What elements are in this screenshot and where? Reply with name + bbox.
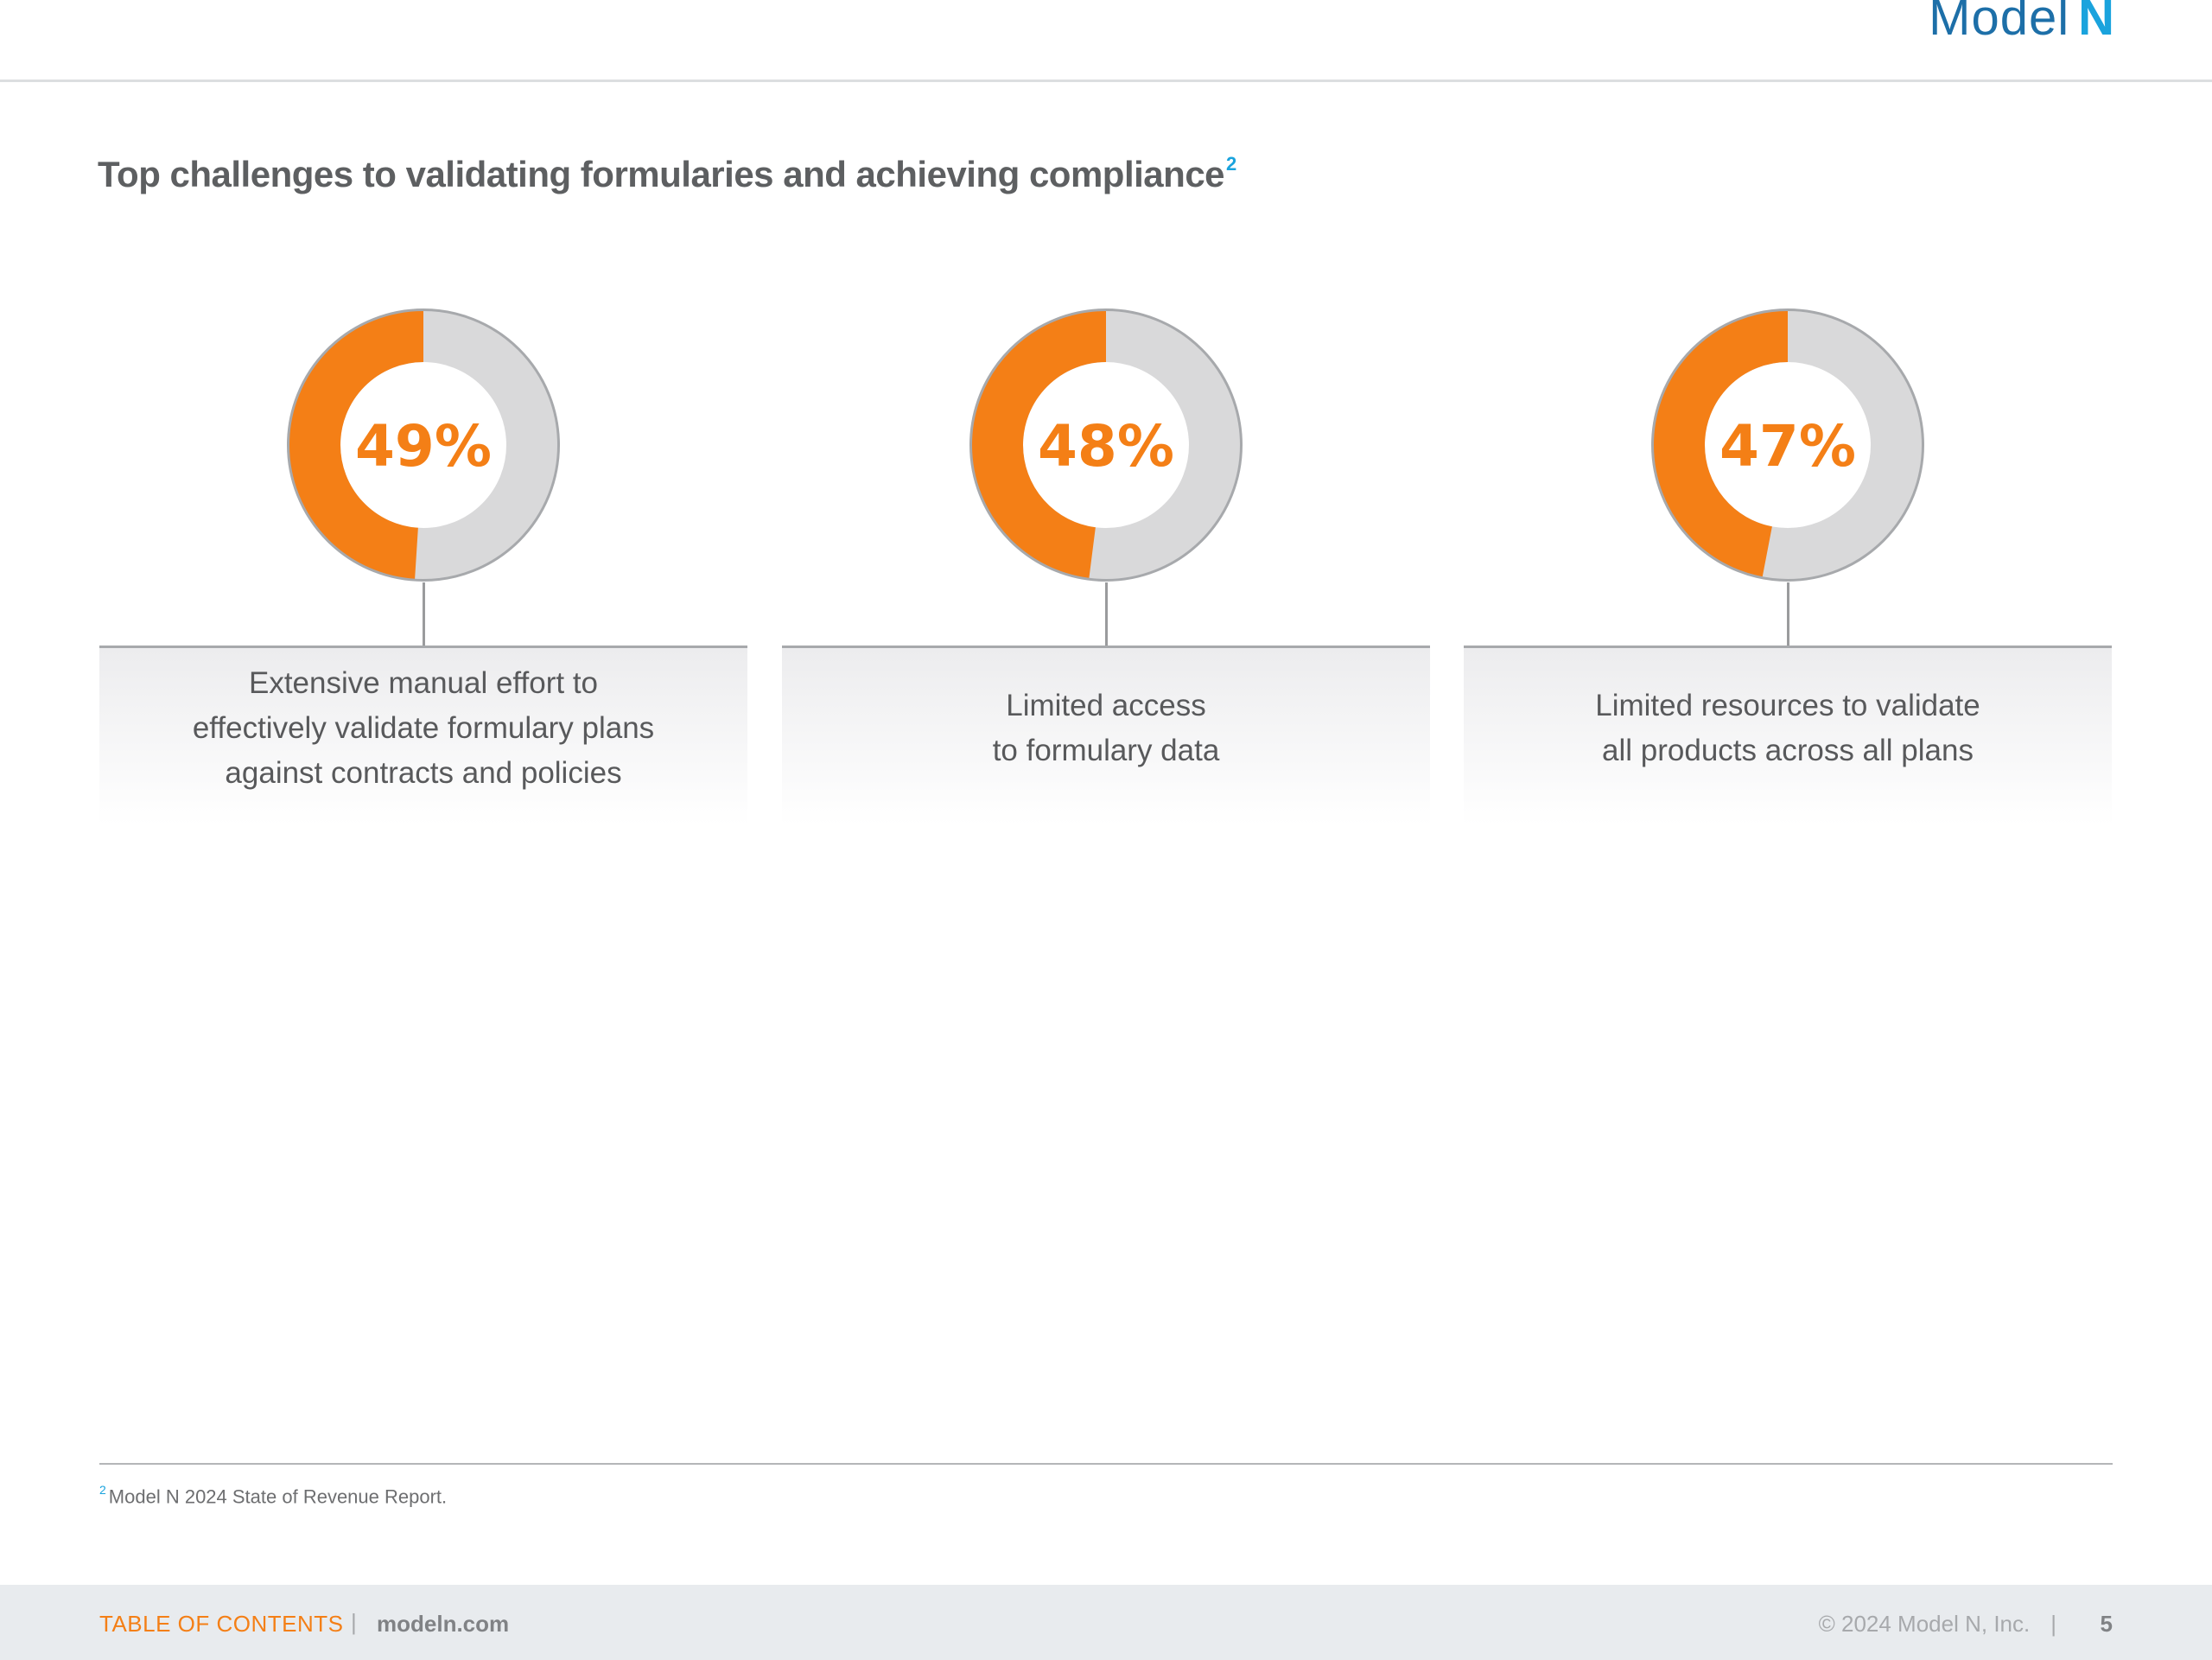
- donut-value-arc: [1653, 310, 1923, 580]
- challenge-text: Limited resources to validate all produc…: [1595, 688, 1980, 767]
- footer-separator: |: [351, 1609, 357, 1635]
- model-n-logo[interactable]: Model N: [1929, 0, 2115, 43]
- challenge-panel: Extensive manual effort to effectively v…: [99, 646, 747, 825]
- connector-line: [1787, 582, 1789, 646]
- percent-label: 47%: [1719, 413, 1856, 480]
- percent-label: 48%: [1038, 413, 1174, 480]
- page-title: Top challenges to validating formularies…: [98, 153, 1236, 195]
- stat-card-3: 47% Limited resources to validate all pr…: [1464, 308, 2112, 826]
- donut-outer-border: [1651, 308, 1924, 582]
- challenge-panel: Limited resources to validate all produc…: [1464, 646, 2112, 825]
- challenge-panel: Limited access to formulary data: [782, 646, 1430, 825]
- page-footer: TABLE OF CONTENTS | modeln.com © 2024 Mo…: [0, 1585, 2212, 1660]
- donut-chart-2: 48%: [969, 308, 1243, 582]
- table-of-contents-link[interactable]: TABLE OF CONTENTS: [99, 1611, 344, 1637]
- copyright-text: © 2024 Model N, Inc. |: [1819, 1611, 2056, 1638]
- page-header: Model N: [0, 0, 2212, 82]
- donut-outer-border: [969, 308, 1243, 582]
- stat-card-1: 49% Extensive manual effort to effective…: [99, 308, 747, 826]
- donut-center: [1024, 363, 1188, 527]
- footnote: 2 Model N 2024 State of Revenue Report.: [99, 1483, 448, 1508]
- donut-chart-1: 49%: [287, 308, 560, 582]
- connector-line: [423, 582, 425, 646]
- donut-center: [341, 363, 505, 527]
- footnote-text: Model N 2024 State of Revenue Report.: [108, 1485, 448, 1508]
- title-footnote-ref[interactable]: 2: [1226, 153, 1236, 175]
- challenge-text: Limited access to formulary data: [992, 688, 1220, 767]
- connector-line: [1105, 582, 1108, 646]
- copyright-label: © 2024 Model N, Inc.: [1818, 1611, 2031, 1637]
- footnote-divider: [99, 1463, 2113, 1465]
- title-text: Top challenges to validating formularies…: [98, 154, 1225, 194]
- footer-separator: |: [2050, 1611, 2056, 1637]
- donut-outer-border: [287, 308, 560, 582]
- percent-label: 49%: [355, 413, 492, 480]
- donut-value-arc: [289, 310, 558, 580]
- page-number: 5: [2100, 1611, 2113, 1637]
- challenge-text: Extensive manual effort to effectively v…: [192, 665, 655, 790]
- donut-center: [1706, 363, 1870, 527]
- logo-text: Model: [1929, 0, 2070, 46]
- stat-card-2: 48% Limited access to formulary data: [782, 308, 1430, 826]
- logo-mark: N: [2078, 0, 2115, 46]
- donut-chart-3: 47%: [1651, 308, 1924, 582]
- website-link[interactable]: modeln.com: [377, 1611, 510, 1637]
- donut-value-arc: [971, 310, 1241, 580]
- footnote-marker: 2: [99, 1483, 106, 1497]
